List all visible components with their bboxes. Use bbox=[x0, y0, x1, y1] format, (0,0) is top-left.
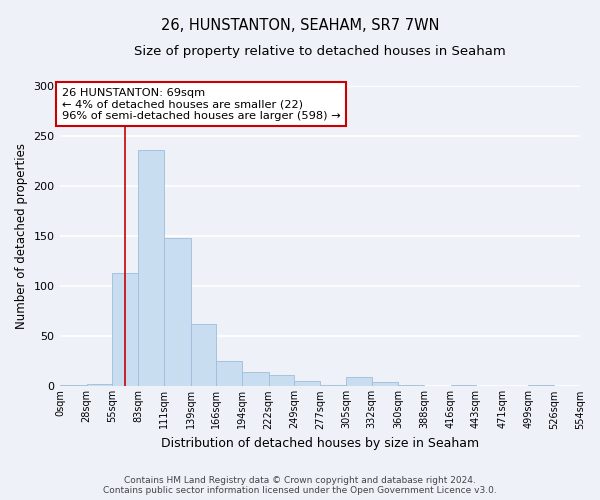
Bar bbox=[86, 384, 112, 386]
Bar bbox=[112, 273, 138, 386]
Y-axis label: Number of detached properties: Number of detached properties bbox=[15, 143, 28, 329]
Bar bbox=[164, 238, 191, 386]
Bar bbox=[372, 382, 398, 386]
Bar bbox=[191, 324, 216, 386]
Title: Size of property relative to detached houses in Seaham: Size of property relative to detached ho… bbox=[134, 45, 506, 58]
Bar bbox=[138, 150, 164, 386]
Bar bbox=[269, 376, 294, 386]
Text: 26 HUNSTANTON: 69sqm
← 4% of detached houses are smaller (22)
96% of semi-detach: 26 HUNSTANTON: 69sqm ← 4% of detached ho… bbox=[62, 88, 341, 121]
Text: 26, HUNSTANTON, SEAHAM, SR7 7WN: 26, HUNSTANTON, SEAHAM, SR7 7WN bbox=[161, 18, 439, 32]
Bar bbox=[346, 378, 372, 386]
Bar bbox=[216, 362, 242, 386]
Bar bbox=[294, 382, 320, 386]
Text: Contains HM Land Registry data © Crown copyright and database right 2024.
Contai: Contains HM Land Registry data © Crown c… bbox=[103, 476, 497, 495]
X-axis label: Distribution of detached houses by size in Seaham: Distribution of detached houses by size … bbox=[161, 437, 479, 450]
Bar bbox=[242, 372, 269, 386]
